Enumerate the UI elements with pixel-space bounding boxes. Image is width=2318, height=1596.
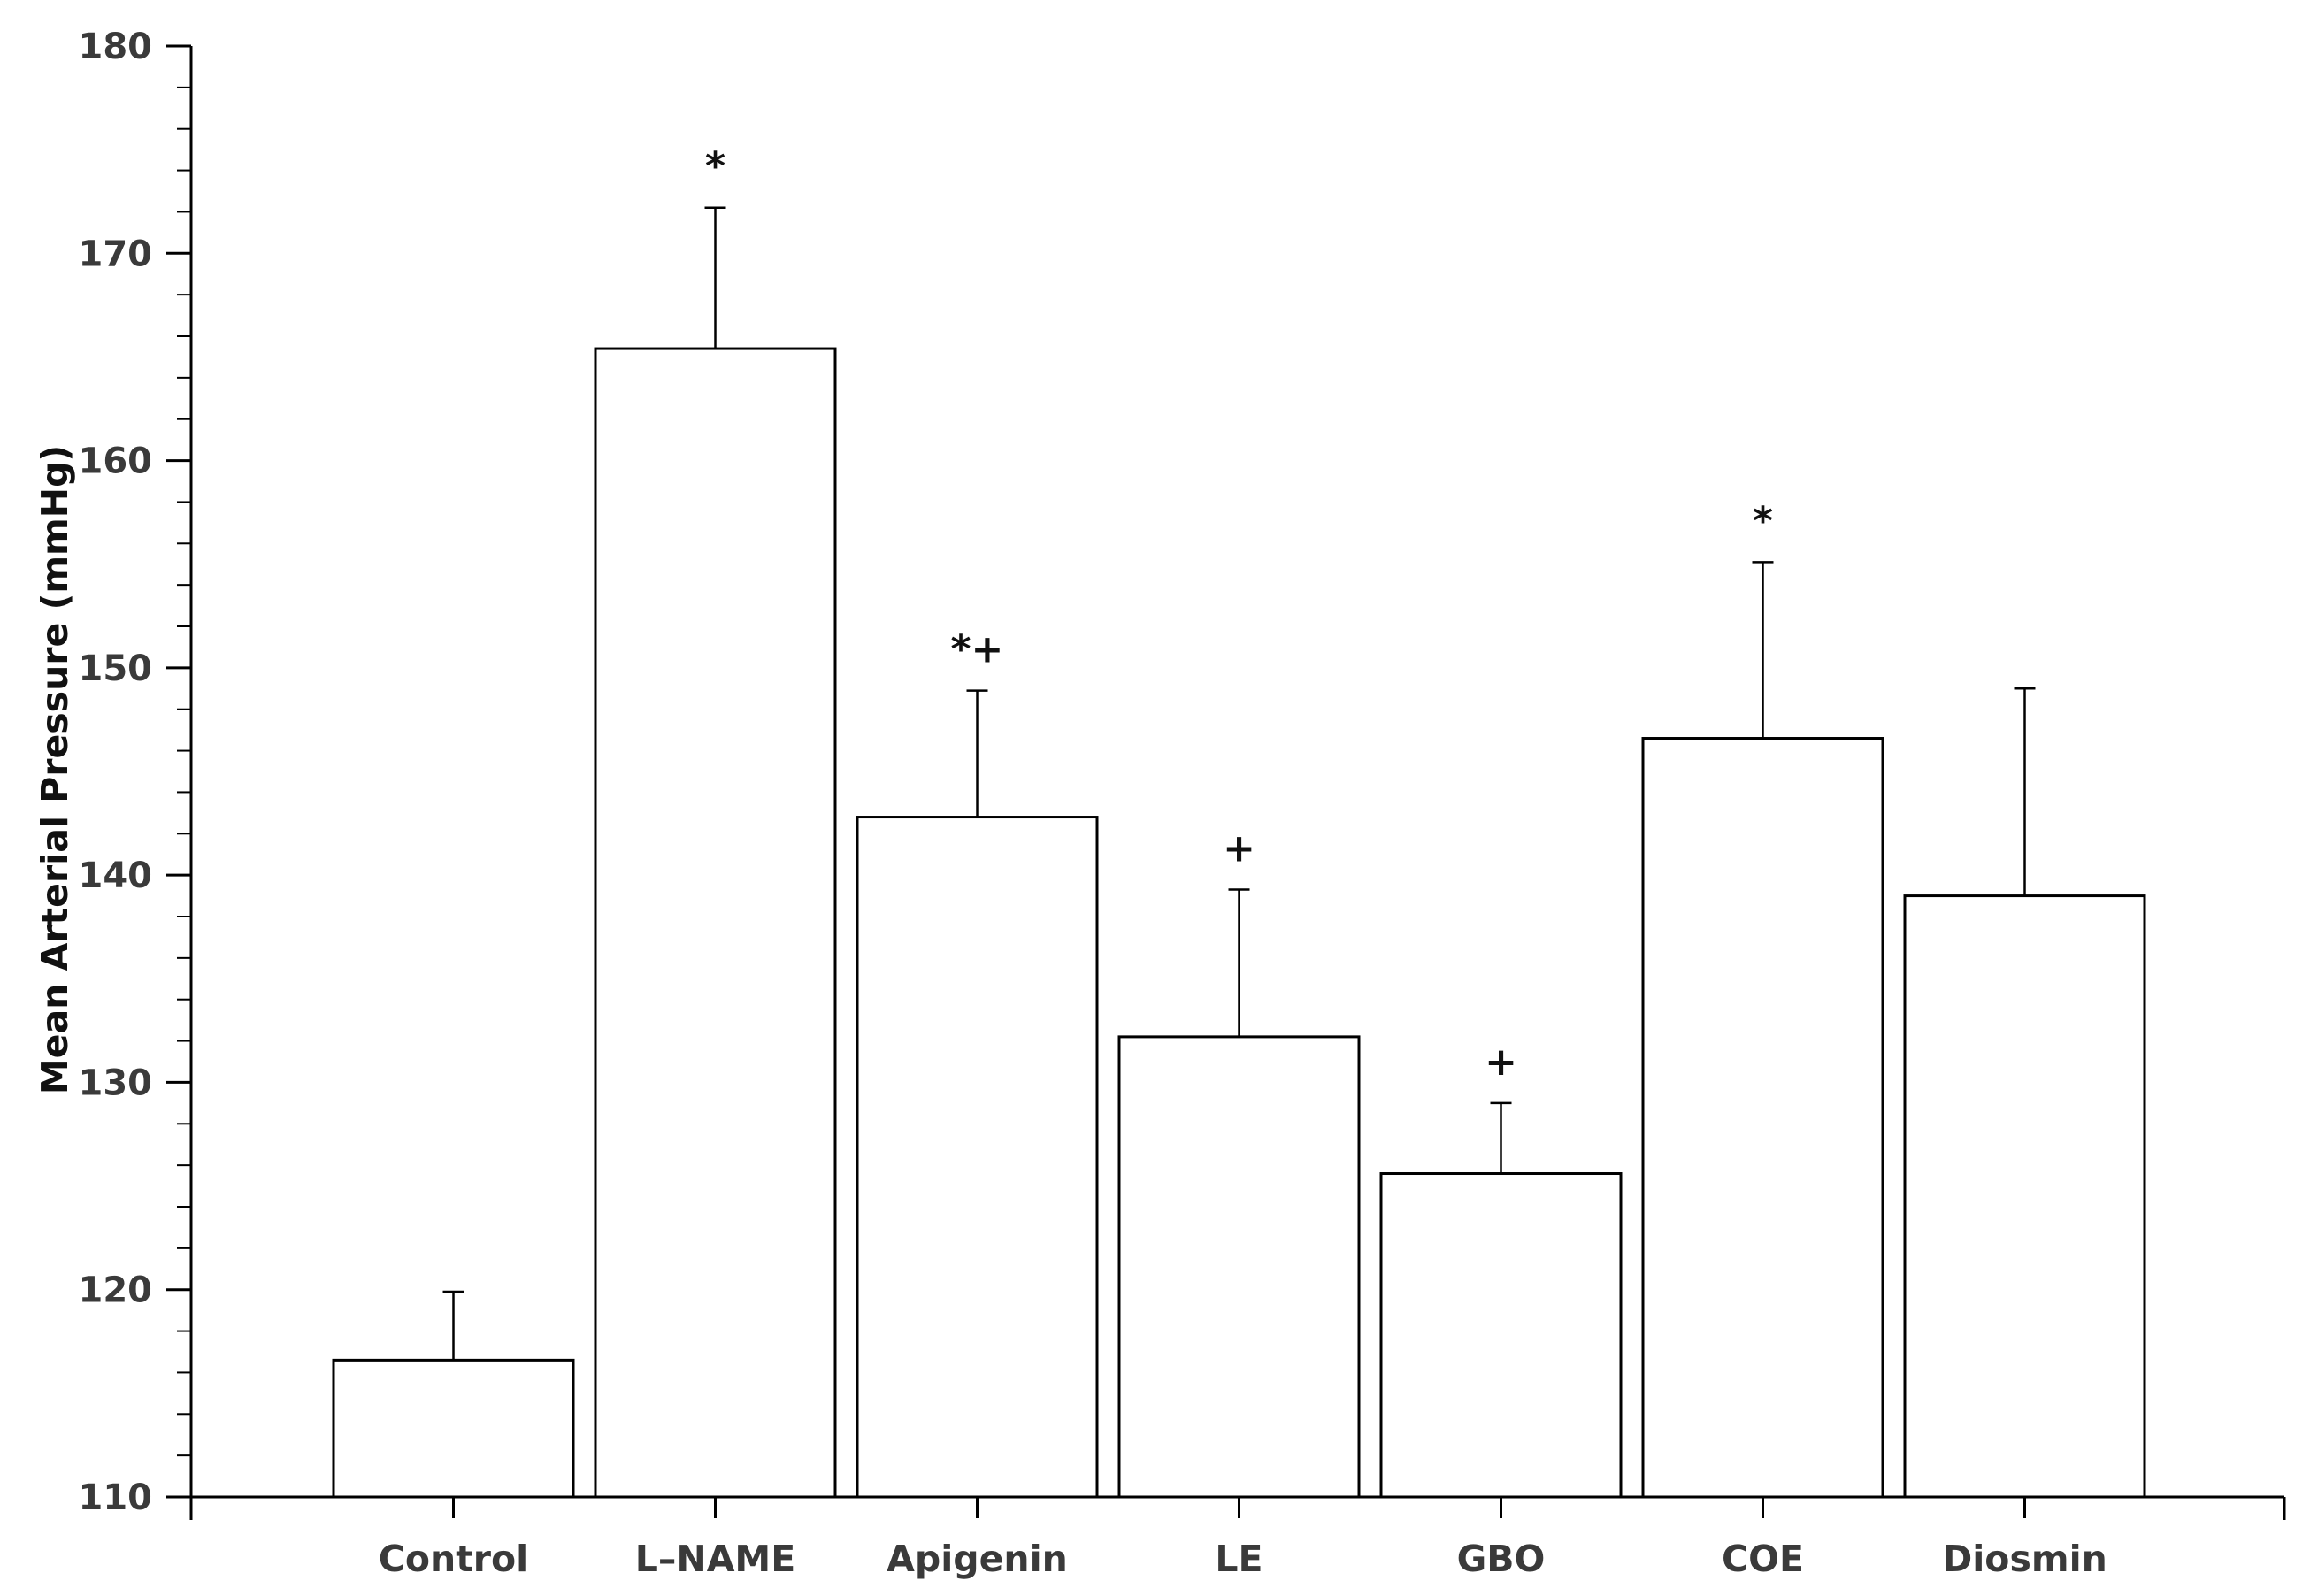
x-tick-label: GBO xyxy=(1457,1538,1546,1580)
bar xyxy=(1379,1172,1623,1499)
y-tick-label: 170 xyxy=(79,234,153,274)
y-tick-label: 140 xyxy=(79,856,153,896)
y-tick-label: 150 xyxy=(79,648,153,689)
significance-marker: * xyxy=(1753,498,1773,543)
bar xyxy=(856,816,1099,1499)
bar xyxy=(1903,894,2146,1499)
y-tick-labels: 110 120 130 140 150 160 170 180 xyxy=(79,27,153,1518)
y-tick-label: 160 xyxy=(79,441,153,482)
x-tick-label: Apigenin xyxy=(887,1538,1068,1580)
x-tick-label: LE xyxy=(1215,1538,1263,1580)
x-tick-label: Diosmin xyxy=(1942,1538,2107,1580)
bar xyxy=(332,1358,575,1499)
significance-marker: *+ xyxy=(951,627,1004,672)
x-tick-label: COE xyxy=(1722,1538,1804,1580)
y-tick-label: 110 xyxy=(79,1477,153,1518)
bar xyxy=(594,347,837,1499)
bars xyxy=(332,347,2146,1499)
significance-markers: * *+ + + * xyxy=(705,144,1773,1085)
error-bars xyxy=(442,206,2036,1361)
significance-marker: * xyxy=(705,144,725,189)
y-tick-label: 120 xyxy=(79,1270,153,1311)
y-axis-label: Mean Arterial Pressure (mmHg) xyxy=(34,445,76,1094)
x-tick-labels: Control L–NAME Apigenin LE GBO COE Diosmin xyxy=(379,1538,2107,1580)
significance-marker: + xyxy=(1485,1040,1517,1085)
y-tick-label: 180 xyxy=(79,27,153,67)
x-tick-label: L–NAME xyxy=(635,1538,795,1580)
bar xyxy=(1117,1035,1361,1499)
bar xyxy=(1641,737,1884,1499)
y-tick-label: 130 xyxy=(79,1063,153,1103)
x-tick-label: Control xyxy=(379,1538,529,1580)
significance-marker: + xyxy=(1223,826,1255,871)
